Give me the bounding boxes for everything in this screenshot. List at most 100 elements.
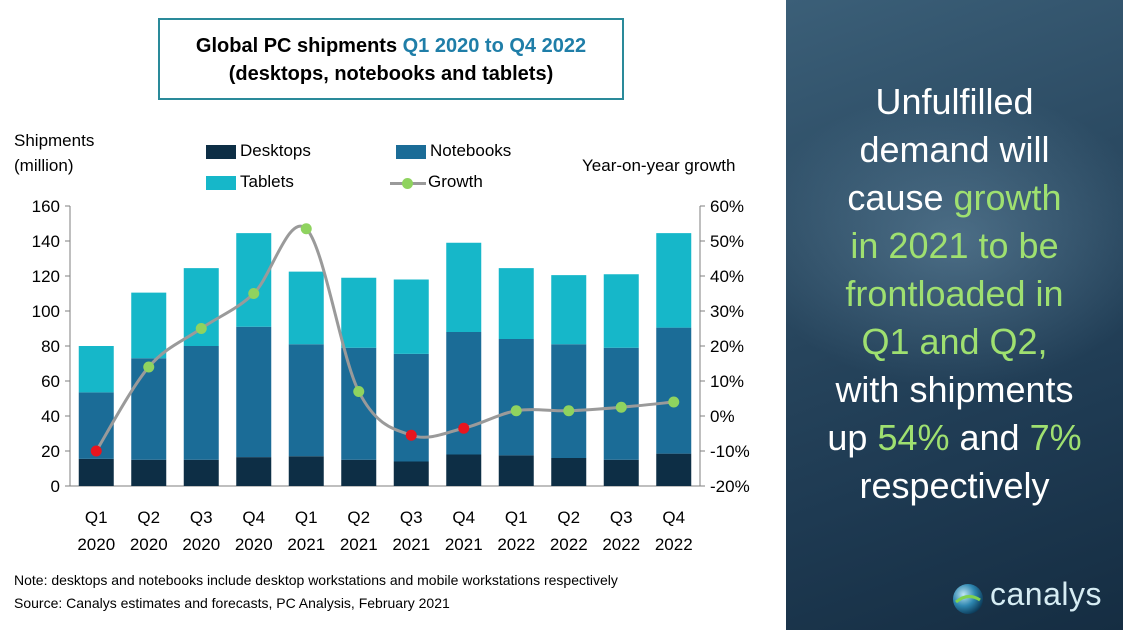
legend-item-desktops: Desktops [206, 141, 311, 161]
y-tick-label: 120 [32, 267, 60, 286]
y2-tick-label: 30% [710, 302, 744, 321]
bar-desktops [288, 456, 324, 486]
bar-desktops [446, 454, 482, 486]
bar-desktops [131, 459, 167, 486]
globe-icon [953, 584, 983, 614]
bar-desktops [183, 459, 219, 486]
bar-tablets [551, 275, 587, 345]
growth-point [458, 422, 470, 434]
bar-notebooks [341, 347, 377, 460]
legend-item-notebooks: Notebooks [396, 141, 511, 161]
bar-desktops [551, 458, 587, 486]
legend-swatch-notebooks [396, 144, 426, 159]
growth-point [143, 361, 155, 373]
x-tick-label: Q3 [190, 508, 213, 527]
y2-tick-label: -20% [710, 477, 750, 496]
side-panel-text: Unfulfilled demand will cause growth in 202… [786, 78, 1123, 510]
side-panel-line: up 54% and 7% [786, 414, 1123, 462]
x-tick-label: 2021 [445, 535, 483, 554]
legend-label-growth: Growth [428, 172, 483, 191]
y-tick-label: 160 [32, 197, 60, 216]
growth-line [94, 224, 674, 452]
y-tick-label: 140 [32, 232, 60, 251]
side-panel-segment: 7% [1029, 417, 1082, 458]
growth-point [353, 386, 365, 397]
y2-tick-label: 60% [710, 197, 744, 216]
bar-desktops [78, 458, 114, 486]
x-tick-label: 2022 [655, 535, 693, 554]
side-panel-segment: with shipments [835, 369, 1074, 410]
side-panel-segment: 54% [877, 417, 950, 458]
title-subtitle: (desktops, notebooks and tablets) [228, 63, 554, 85]
stacked-bar-chart: 0 20 40 60 80 100 120 140 160 -20% -10% 0% 10% 20% 30%… [32, 197, 750, 554]
x-tick-label: 2020 [77, 535, 115, 554]
chart-note: Note: desktops and notebooks include des… [14, 572, 618, 588]
side-panel-line: in 2021 to be [786, 222, 1123, 270]
bar-desktops [341, 459, 377, 486]
legend-label-desktops: Desktops [240, 141, 311, 160]
side-panel-line: with shipments [786, 366, 1123, 414]
bar-desktops [603, 459, 639, 486]
x-tick-label: Q4 [452, 508, 475, 527]
legend-label-tablets: Tablets [240, 172, 294, 191]
bar-tablets [236, 233, 272, 327]
side-panel-line: cause growth [786, 174, 1123, 222]
bar-notebooks [236, 326, 272, 458]
side-panel-segment: in 2021 to be [850, 225, 1059, 266]
x-tick-label: Q4 [662, 508, 685, 527]
legend-label-notebooks: Notebooks [430, 141, 512, 160]
growth-point [248, 288, 260, 299]
growth-point [90, 445, 102, 457]
bar-tablets [446, 242, 482, 332]
x-tick-label: Q2 [347, 508, 370, 527]
y2-tick-label: 40% [710, 267, 744, 286]
x-tick-label: 2022 [550, 535, 588, 554]
bar-desktops [236, 457, 272, 486]
side-panel-glow [786, 90, 1123, 390]
x-tick-label: 2021 [392, 535, 430, 554]
chart-title: Global PC shipments Q1 2020 to Q4 2022 (… [158, 18, 624, 100]
side-panel-segment: demand will [859, 129, 1050, 170]
bar-notebooks [551, 344, 587, 458]
x-tick-label: Q4 [242, 508, 265, 527]
x-tick-label: 2020 [235, 535, 273, 554]
bar-tablets [656, 233, 692, 328]
bar-notebooks [288, 344, 324, 457]
side-panel-segment: frontloaded in [845, 273, 1064, 314]
y-tick-label: 0 [51, 477, 60, 496]
y2-tick-label: 20% [710, 337, 744, 356]
growth-point [195, 323, 207, 334]
side-panel-segment: Q1 and Q2, [861, 321, 1048, 362]
bar-notebooks [446, 332, 482, 455]
y2-tick-label: -10% [710, 442, 750, 461]
side-panel-line: respectively [786, 462, 1123, 510]
left-axis-title-line2: (million) [14, 156, 74, 175]
side-panel-segment: and [949, 417, 1030, 458]
y2-tick-label: 50% [710, 232, 744, 251]
bar-notebooks [498, 339, 534, 456]
legend-swatch-desktops [206, 144, 236, 159]
legend-item-growth: Growth [390, 172, 483, 192]
bar-tablets [78, 346, 114, 393]
growth-point [615, 401, 627, 413]
side-panel: Unfulfilled demand will cause growth in 202… [786, 0, 1123, 630]
y-tick-label: 60 [41, 372, 60, 391]
bar-desktops [393, 461, 429, 486]
right-axis-title: Year-on-year growth [582, 156, 736, 175]
canalys-logo [953, 584, 983, 614]
bar-tablets [288, 271, 324, 345]
title-prefix: Global PC shipments [195, 35, 403, 57]
legend-swatch-growth [390, 176, 426, 190]
growth-point [510, 405, 522, 417]
bar-notebooks [131, 358, 167, 460]
y-tick-label: 40 [41, 407, 60, 426]
chart-source: Source: Canalys estimates and forecasts,… [14, 595, 450, 611]
bar-tablets [341, 277, 377, 348]
x-tick-label: Q1 [85, 508, 108, 527]
side-panel-line: frontloaded in [786, 270, 1123, 318]
side-panel-line: Q1 and Q2, [786, 318, 1123, 366]
y2-tick-label: 0% [710, 407, 735, 426]
legend-swatch-tablets [206, 175, 236, 190]
x-tick-label: Q2 [557, 508, 580, 527]
side-panel-segment: Unfulfilled [875, 81, 1034, 122]
